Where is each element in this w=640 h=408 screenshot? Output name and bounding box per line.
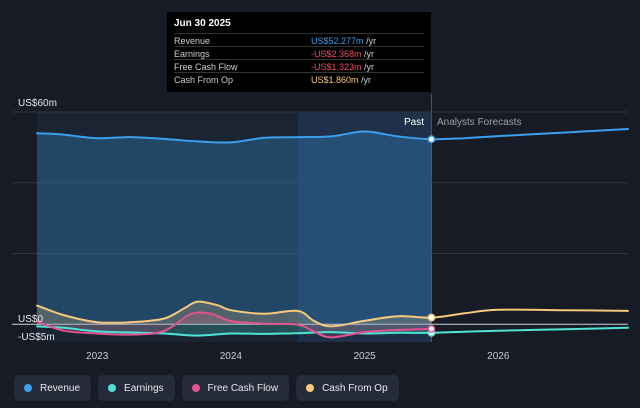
x-tick-label: 2023 <box>86 351 109 362</box>
x-tick-label: 2025 <box>353 351 376 362</box>
tooltip-row-unit: /yr <box>364 49 375 59</box>
chart-area: US$60m US$0 -US$5m 2023 2024 2025 2026 Past An… <box>12 94 629 362</box>
revenue-marker <box>427 135 436 144</box>
legend-item-cash-from-op[interactable]: Cash From Op <box>296 375 399 401</box>
tooltip-row-value: US$1.860m <box>311 75 359 85</box>
legend-label: Revenue <box>40 382 81 394</box>
cash-from-op-area <box>37 301 432 327</box>
tooltip-row-name: Cash From Op <box>174 75 234 85</box>
earnings-line <box>36 325 629 337</box>
tooltip-row-revenue: Revenue US$52.277m /yr <box>174 33 424 47</box>
tooltip-row-name: Earnings <box>174 49 210 59</box>
tooltip-row-value: US$52.277m <box>311 36 364 46</box>
tooltip-row-cash-from-op: Cash From Op US$1.860m /yr <box>174 72 424 86</box>
legend-item-earnings[interactable]: Earnings <box>98 375 175 401</box>
y-tick-label: -US$5m <box>18 332 55 343</box>
highlight-band <box>297 112 432 342</box>
free-cash-flow-line <box>36 311 433 339</box>
tooltip-row-name: Revenue <box>174 36 211 46</box>
free-cash-flow-dot-icon <box>191 384 200 392</box>
forecast-label: Analysts Forecasts <box>437 117 521 128</box>
legend-item-revenue[interactable]: Revenue <box>14 375 92 401</box>
past-band <box>37 112 298 342</box>
tooltip-row-unit: /yr <box>364 62 375 72</box>
cash-from-op-marker <box>427 313 436 322</box>
tooltip: Jun 30 2025 Revenue US$52.277m /yr Earni… <box>167 12 431 92</box>
past-label: Past <box>404 117 424 128</box>
y-tick-label: US$0 <box>18 314 43 325</box>
tooltip-row-name: Free Cash Flow <box>174 62 238 72</box>
legend: Revenue Earnings Free Cash Flow Cash Fro… <box>14 375 399 401</box>
legend-label: Free Cash Flow <box>207 382 279 394</box>
revenue-dot-icon <box>24 384 32 392</box>
x-tick-label: 2024 <box>220 351 243 362</box>
legend-item-free-cash-flow[interactable]: Free Cash Flow <box>181 375 290 401</box>
tooltip-date: Jun 30 2025 <box>174 18 231 29</box>
tooltip-row-free-cash-flow: Free Cash Flow -US$1.323m /yr <box>174 59 424 73</box>
earnings-dot-icon <box>108 384 117 392</box>
tooltip-row-value: -US$1.323m <box>311 62 362 72</box>
tooltip-row-unit: /yr <box>366 36 377 46</box>
tooltip-row-value: -US$2.368m <box>311 49 362 59</box>
revenue-line <box>36 128 629 144</box>
revenue-area <box>37 131 432 325</box>
cash-from-op-dot-icon <box>306 384 315 392</box>
cash-from-op-line <box>36 300 629 328</box>
free-cash-flow-marker <box>427 324 436 333</box>
tooltip-row-earnings: Earnings -US$2.368m /yr <box>174 46 424 60</box>
legend-label: Earnings <box>124 382 164 394</box>
legend-label: Cash From Op <box>322 382 388 394</box>
x-tick-label: 2026 <box>487 351 510 362</box>
tooltip-row-unit: /yr <box>361 75 372 85</box>
y-tick-label: US$60m <box>18 98 57 109</box>
